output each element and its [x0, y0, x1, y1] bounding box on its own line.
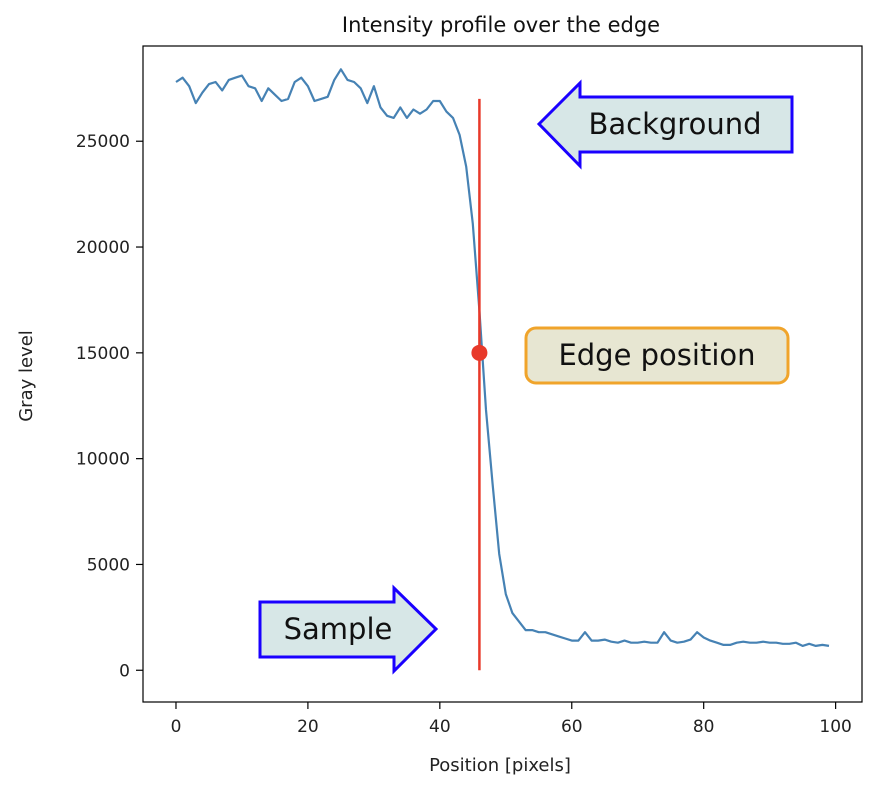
intensity-profile-line	[175, 68, 830, 648]
y-tick-label: 15000	[76, 344, 130, 364]
edge-position-annotation-label: Edge position	[558, 338, 755, 372]
edge-position-box	[524, 326, 790, 385]
sample-arrow-shape	[258, 584, 439, 675]
x-axis-label: Position [pixels]	[429, 755, 571, 776]
y-axis-label: Gray level	[16, 330, 37, 422]
y-tick-label: 20000	[76, 238, 130, 258]
y-tick-label: 5000	[87, 555, 130, 575]
edge-position-marker	[471, 344, 488, 361]
plot-frame	[142, 45, 863, 703]
background-arrow-shape	[536, 79, 794, 170]
sample-annotation: Sample	[258, 584, 439, 675]
x-tick-label: 0	[171, 717, 182, 737]
x-tick-label: 100	[819, 717, 851, 737]
y-tick-label: 0	[119, 661, 130, 681]
sample-annotation-label: Sample	[284, 612, 393, 646]
x-tick-label: 80	[693, 717, 715, 737]
background-annotation-label: Background	[588, 107, 761, 141]
x-tick-label: 40	[429, 717, 451, 737]
y-tick-label: 10000	[76, 450, 130, 470]
y-tick-label: 25000	[76, 132, 130, 152]
edge-position-annotation: Edge position	[524, 326, 790, 385]
background-annotation: Background	[536, 79, 794, 170]
chart-title: Intensity profile over the edge	[342, 13, 660, 37]
y-axis: 0 5000 10000 15000 20000 25000	[76, 132, 143, 681]
x-tick-label: 60	[561, 717, 583, 737]
x-tick-label: 20	[297, 717, 319, 737]
x-axis: 0 20 40 60 80 100	[171, 702, 852, 737]
series-layer	[175, 68, 830, 671]
